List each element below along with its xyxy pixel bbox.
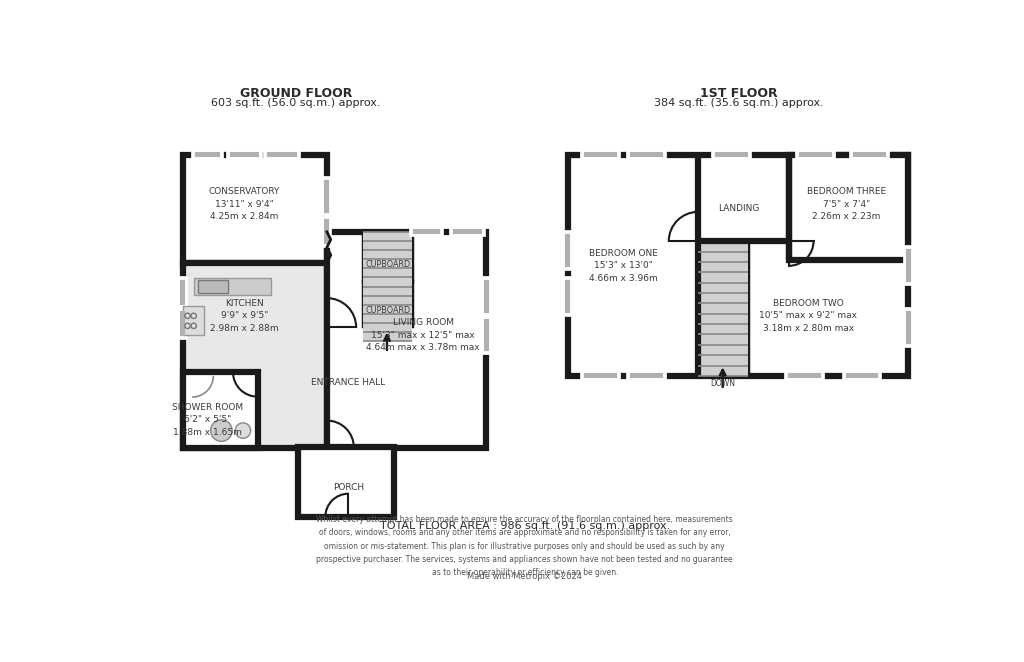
Text: BEDROOM ONE
15'3" x 13'0"
4.66m x 3.96m: BEDROOM ONE 15'3" x 13'0" 4.66m x 3.96m (589, 249, 657, 283)
Text: 603 sq.ft. (56.0 sq.m.) approx.: 603 sq.ft. (56.0 sq.m.) approx. (211, 97, 381, 107)
Text: 384 sq.ft. (35.6 sq.m.) approx.: 384 sq.ft. (35.6 sq.m.) approx. (654, 97, 823, 107)
Text: Made with Metropix ©2024: Made with Metropix ©2024 (467, 573, 583, 581)
Bar (183, 372, 258, 448)
Bar (183, 155, 327, 263)
Text: GROUND FLOOR: GROUND FLOOR (240, 87, 352, 100)
Text: BEDROOM TWO
10'5" max x 9'2" max
3.18m x 2.80m max: BEDROOM TWO 10'5" max x 9'2" max 3.18m x… (759, 299, 857, 333)
Bar (183, 306, 205, 335)
Bar (698, 241, 749, 376)
Text: PORCH: PORCH (333, 483, 365, 492)
Text: TOTAL FLOOR AREA : 986 sq.ft. (91.6 sq.m.) approx.: TOTAL FLOOR AREA : 986 sq.ft. (91.6 sq.m… (380, 521, 670, 531)
Circle shape (236, 423, 251, 438)
Bar (364, 281, 412, 326)
Text: CUPBOARD: CUPBOARD (366, 260, 411, 269)
Bar (195, 278, 271, 295)
Text: ENTRANCE HALL: ENTRANCE HALL (311, 378, 385, 387)
Bar (298, 448, 394, 517)
Text: 1ST FLOOR: 1ST FLOOR (700, 87, 777, 100)
Text: DOWN: DOWN (711, 379, 735, 388)
Text: BEDROOM THREE
7'5" x 7'4"
2.26m x 2.23m: BEDROOM THREE 7'5" x 7'4" 2.26m x 2.23m (807, 187, 886, 221)
Bar (788, 155, 908, 260)
Bar (568, 155, 908, 376)
Bar (364, 232, 412, 341)
Bar (183, 263, 327, 448)
Bar (698, 241, 749, 376)
Bar (198, 281, 228, 293)
Text: LANDING: LANDING (718, 203, 760, 213)
Bar (327, 232, 486, 448)
Bar (364, 232, 412, 281)
Text: KITCHEN
9'9" x 9'5"
2.98m x 2.88m: KITCHEN 9'9" x 9'5" 2.98m x 2.88m (210, 299, 279, 333)
Text: SHOWER ROOM
6'2" x 5'5"
1.88m x 1.65m: SHOWER ROOM 6'2" x 5'5" 1.88m x 1.65m (172, 402, 243, 437)
Circle shape (211, 420, 232, 442)
Text: LIVING ROOM
15'3" max x 12'5" max
4.64m max x 3.78m max: LIVING ROOM 15'3" max x 12'5" max 4.64m … (367, 318, 480, 352)
Text: CUPBOARD: CUPBOARD (366, 306, 411, 315)
Text: Whilst every attempt has been made to ensure the accuracy of the floorplan conta: Whilst every attempt has been made to en… (316, 515, 733, 577)
Text: CONSERVATORY
13'11" x 9'4"
4.25m x 2.84m: CONSERVATORY 13'11" x 9'4" 4.25m x 2.84m (209, 187, 281, 221)
